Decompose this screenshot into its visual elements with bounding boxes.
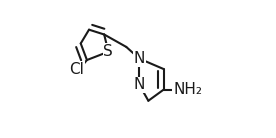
Text: Cl: Cl [69,62,84,76]
Text: NH₂: NH₂ [173,82,202,97]
Text: N: N [134,77,145,92]
Text: S: S [104,44,113,59]
Text: N: N [134,51,145,66]
